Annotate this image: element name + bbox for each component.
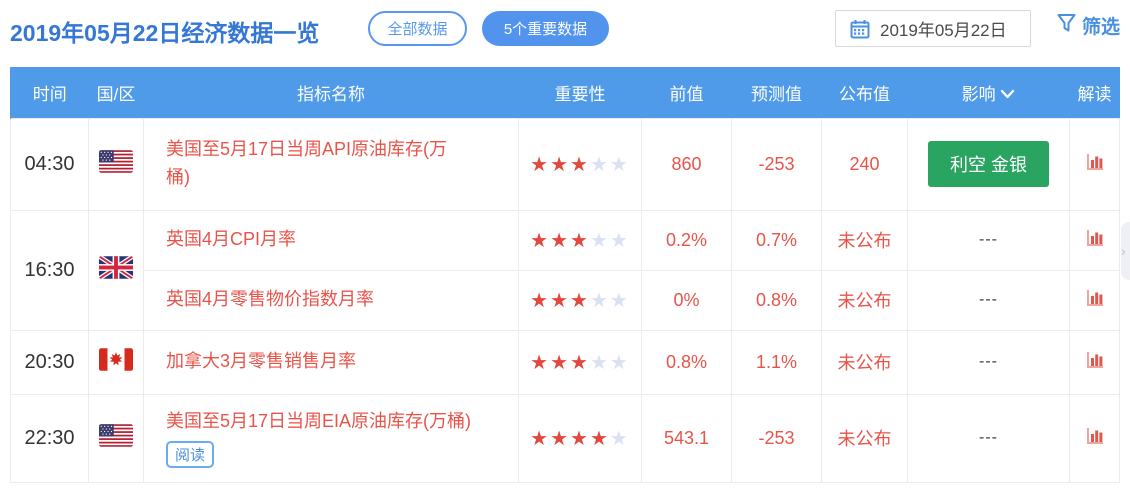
date-picker-value: 2019年05月22日: [880, 21, 1007, 40]
previous-cell: 860: [641, 117, 732, 211]
header-impact[interactable]: 影响: [907, 67, 1070, 118]
previous-cell: 0.8%: [641, 329, 732, 395]
indicator-cell[interactable]: 美国至5月17日当周API原油库存(万桶): [143, 117, 519, 211]
bar-chart-icon: [1085, 153, 1105, 176]
impact-cell: ---: [907, 209, 1070, 271]
forecast-cell: -253: [731, 117, 822, 211]
header-published: 公布值: [821, 67, 908, 118]
table-row: 16:30 英国4月CPI月率 ★★★★★: [10, 209, 1120, 331]
page-title: 2019年05月22日经济数据一览: [10, 20, 320, 46]
previous-cell: 0.2%: [641, 209, 732, 271]
importance-stars: ★★★★★: [530, 427, 630, 450]
us-flag-icon: [99, 150, 133, 173]
topbar: 2019年05月22日经济数据一览 全部数据 5个重要数据 2019年05月22…: [10, 0, 1120, 62]
tab-all-data[interactable]: 全部数据: [368, 11, 467, 46]
importance-cell: ★★★★★: [518, 209, 642, 271]
importance-cell: ★★★★★: [518, 329, 642, 395]
bar-chart-icon: [1085, 289, 1105, 312]
table-row: 20:30 加拿大3月零售销售月率 ★★★★★ 0.8% 1.1%: [10, 329, 1120, 395]
table-row: 04:30 美国至5月17日当周API原油库存(万桶) ★★★★★: [10, 117, 1120, 211]
header-interpret: 解读: [1069, 67, 1120, 118]
header-region: 国/区: [88, 67, 144, 118]
importance-stars: ★★★★★: [530, 351, 630, 374]
previous-cell: 543.1: [641, 393, 732, 483]
importance-stars: ★★★★★: [530, 153, 630, 176]
indicator-cell[interactable]: 英国4月零售物价指数月率: [143, 269, 519, 331]
interpret-cell[interactable]: [1069, 393, 1120, 483]
region-cell: [88, 209, 144, 331]
indicator-name[interactable]: 英国4月CPI月率: [166, 229, 297, 250]
indicator-cell[interactable]: 英国4月CPI月率: [143, 209, 519, 271]
indicator-name[interactable]: 美国至5月17日当周EIA原油库存(万桶): [166, 411, 472, 432]
interpret-cell[interactable]: [1069, 269, 1120, 331]
chevron-down-icon: [1000, 85, 1015, 104]
time-cell: 22:30: [10, 393, 89, 483]
impact-cell: ---: [907, 329, 1070, 395]
region-cell: [88, 329, 144, 395]
forecast-cell: 0.8%: [731, 269, 822, 331]
table-header-row: 时间 国/区 指标名称 重要性 前值 预测值 公布值 影响 解读: [10, 67, 1120, 118]
impact-cell: ---: [907, 393, 1070, 483]
table-row: 英国4月零售物价指数月率 ★★★★★ 0% 0.8% 未公布 ---: [11, 269, 1120, 331]
impact-cell: 利空 金银: [907, 117, 1070, 211]
tab-important-data[interactable]: 5个重要数据: [482, 11, 609, 46]
date-picker[interactable]: 2019年05月22日: [835, 10, 1031, 47]
importance-stars: ★★★★★: [530, 289, 630, 312]
header-previous: 前值: [641, 67, 732, 118]
importance-stars: ★★★★★: [530, 229, 630, 252]
indicator-name[interactable]: 美国至5月17日当周API原油库存(万桶): [166, 139, 448, 187]
table-row: 22:30 美国至5月17日当周EIA原油库存(万桶) 阅读: [10, 393, 1120, 483]
indicator-name[interactable]: 加拿大3月零售销售月率: [166, 351, 357, 372]
chevron-right-icon: ›: [1121, 243, 1126, 259]
filter-label: 筛选: [1082, 17, 1121, 38]
interpret-cell[interactable]: [1069, 117, 1120, 211]
importance-cell: ★★★★★: [518, 117, 642, 211]
header-forecast: 预测值: [731, 67, 822, 118]
time-cell: 04:30: [10, 117, 89, 211]
region-cell: [88, 393, 144, 483]
indicator-cell[interactable]: 加拿大3月零售销售月率: [143, 329, 519, 395]
interpret-cell[interactable]: [1069, 209, 1120, 271]
time-cell: 16:30: [10, 209, 89, 331]
previous-cell: 0%: [641, 269, 732, 331]
published-cell: 未公布: [821, 269, 908, 331]
bar-chart-icon: [1085, 351, 1105, 374]
header-indicator: 指标名称: [143, 67, 519, 118]
ca-flag-icon: [99, 348, 133, 371]
indicator-name[interactable]: 英国4月零售物价指数月率: [166, 289, 375, 310]
importance-cell: ★★★★★: [518, 269, 642, 331]
uk-flag-icon: [99, 256, 133, 279]
interpret-cell[interactable]: [1069, 329, 1120, 395]
forecast-cell: -253: [731, 393, 822, 483]
forecast-cell: 1.1%: [731, 329, 822, 395]
indicator-cell[interactable]: 美国至5月17日当周EIA原油库存(万桶) 阅读: [143, 393, 519, 483]
importance-cell: ★★★★★: [518, 393, 642, 483]
filter-button[interactable]: 筛选: [1057, 12, 1120, 39]
read-tag-button[interactable]: 阅读: [166, 440, 215, 468]
bar-chart-icon: [1085, 229, 1105, 252]
region-cell: [88, 117, 144, 211]
published-cell: 240: [821, 117, 908, 211]
calendar-icon: [850, 19, 870, 39]
header-time: 时间: [10, 67, 89, 118]
us-flag-icon: [99, 424, 133, 447]
filter-funnel-icon: [1057, 13, 1076, 38]
header-importance: 重要性: [518, 67, 642, 118]
economic-data-table: 时间 国/区 指标名称 重要性 前值 预测值 公布值 影响 解读 04:30: [10, 67, 1120, 483]
published-cell: 未公布: [821, 209, 908, 271]
published-cell: 未公布: [821, 329, 908, 395]
published-cell: 未公布: [821, 393, 908, 483]
time-cell: 20:30: [10, 329, 89, 395]
side-panel-toggle[interactable]: ›: [1121, 222, 1130, 280]
bar-chart-icon: [1085, 427, 1105, 450]
impact-cell: ---: [907, 269, 1070, 331]
impact-badge[interactable]: 利空 金银: [927, 141, 1049, 187]
forecast-cell: 0.7%: [731, 209, 822, 271]
